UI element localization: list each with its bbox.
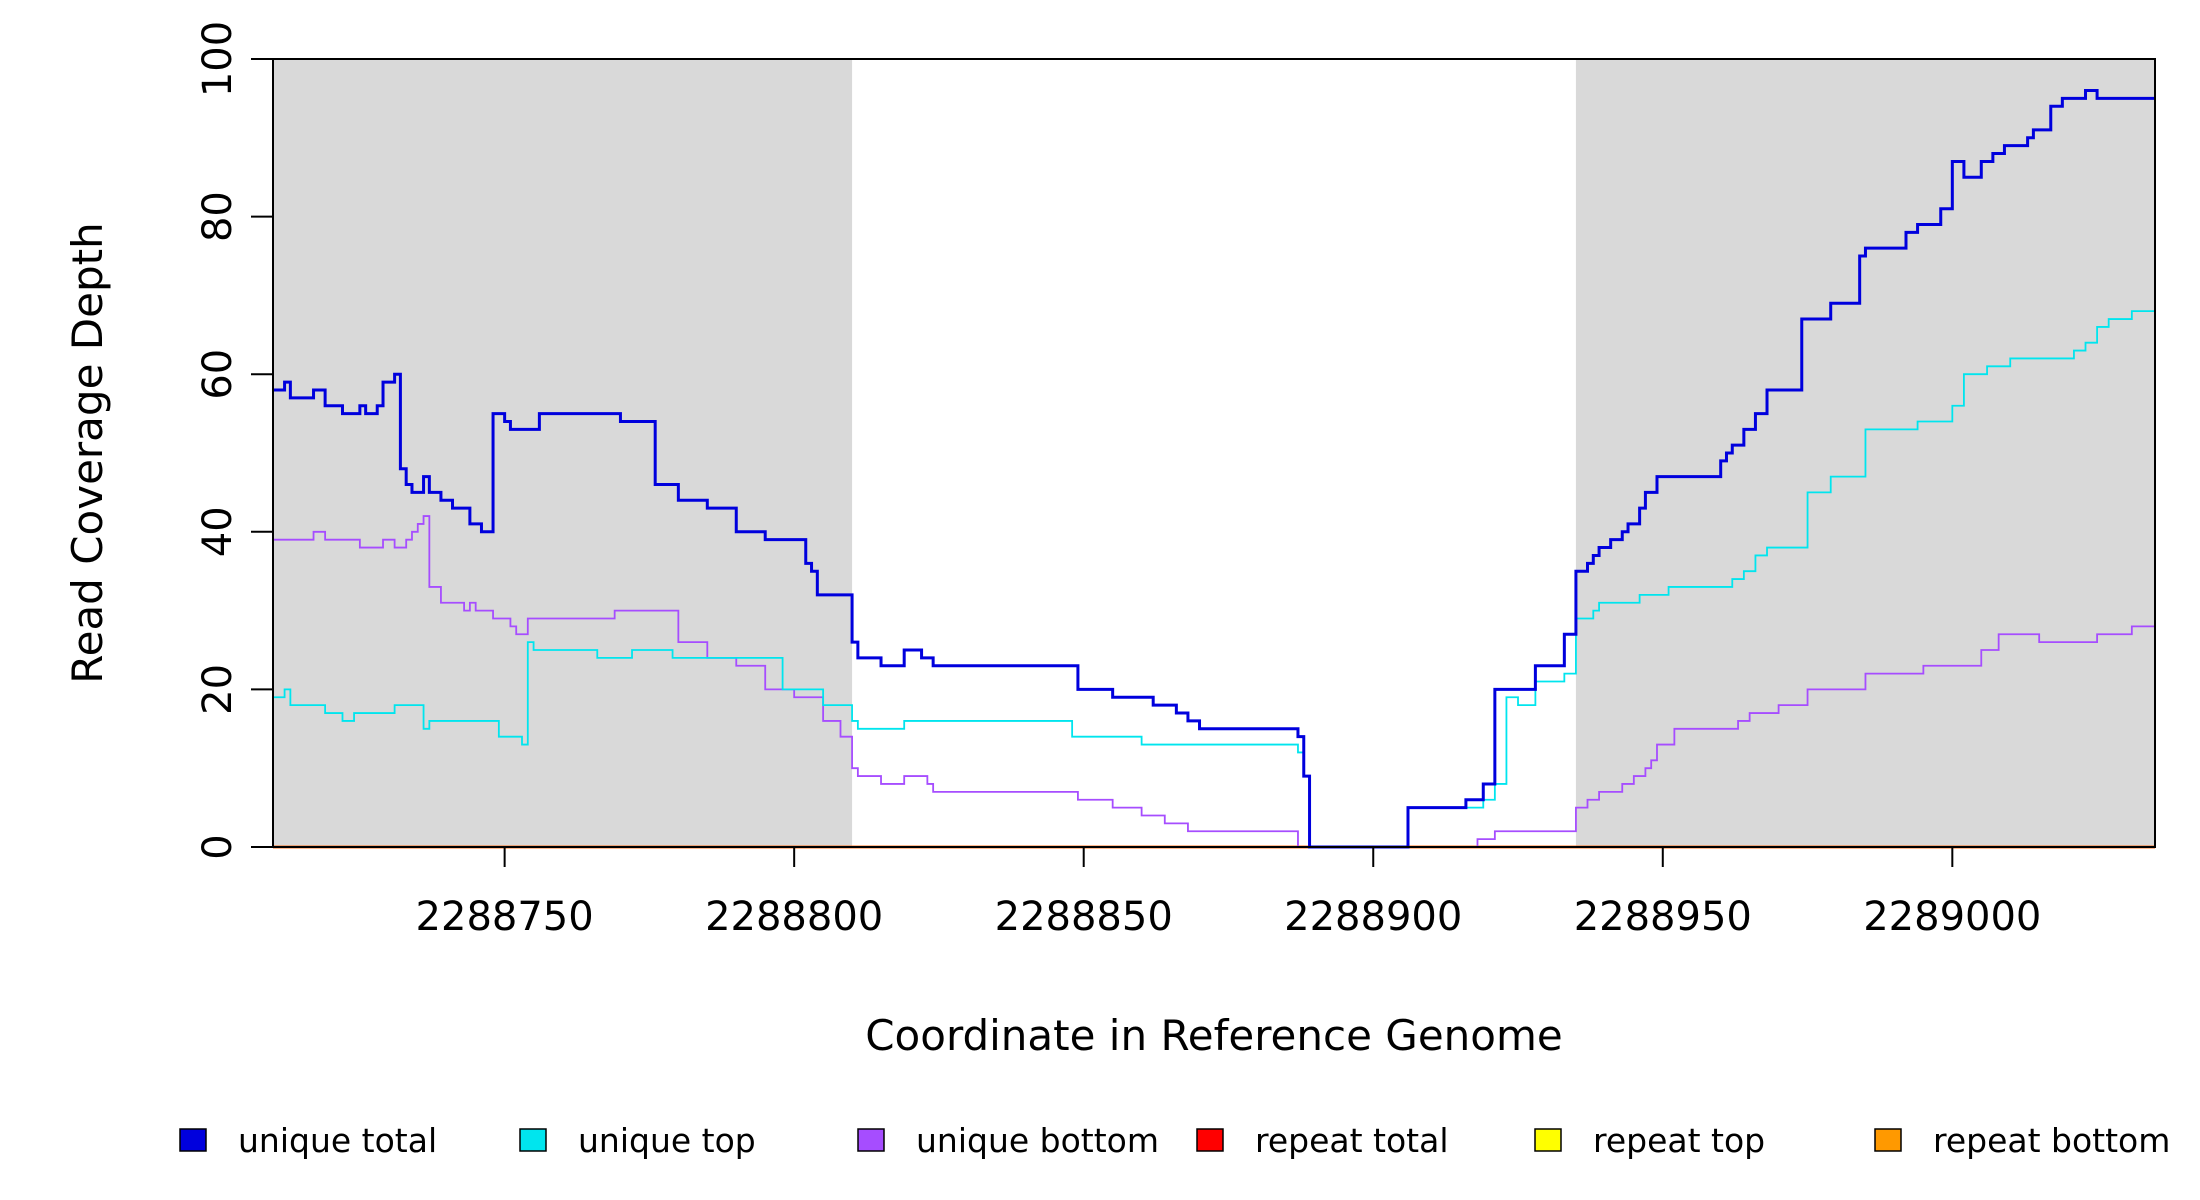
legend-swatch	[1874, 1128, 1902, 1152]
legend-swatch	[1534, 1128, 1562, 1152]
y-tick-label: 40	[195, 506, 241, 557]
series-line-unique-top	[273, 310, 2155, 848]
y-tick-label: 20	[195, 664, 241, 715]
x-tick-label: 2288950	[1574, 894, 1752, 940]
legend-item-unique-total: unique total	[179, 1121, 437, 1160]
legend: unique total unique top unique bottom repea…	[179, 1121, 2170, 1160]
legend-swatch	[857, 1128, 885, 1152]
y-tick-label: 80	[195, 191, 241, 242]
legend-label: unique top	[578, 1121, 756, 1160]
legend-item-repeat-top: repeat top	[1534, 1121, 1765, 1160]
y-tick-label: 100	[195, 21, 241, 97]
x-tick-label: 2288800	[705, 894, 883, 940]
x-axis: 2288750 2288800 2288850 2288900 2288950 22890…	[416, 847, 2041, 940]
series-line-unique-total	[273, 89, 2155, 849]
y-axis: 0 20 40 60 80 100	[195, 21, 273, 860]
x-tick-label: 2288750	[416, 894, 594, 940]
legend-item-repeat-total: repeat total	[1196, 1121, 1449, 1160]
x-tick-label: 2288900	[1284, 894, 1462, 940]
plot-frame	[272, 58, 2156, 848]
x-axis-title: Coordinate in Reference Genome	[865, 1011, 1563, 1060]
shaded-region-1	[273, 59, 853, 847]
y-axis-title: Read Coverage Depth	[63, 222, 112, 683]
legend-swatch	[519, 1128, 547, 1152]
legend-label: repeat bottom	[1933, 1121, 2170, 1160]
y-tick-label: 60	[195, 349, 241, 400]
legend-item-unique-top: unique top	[519, 1121, 756, 1160]
legend-swatch	[1196, 1128, 1224, 1152]
y-tick-label: 0	[195, 834, 241, 859]
x-tick-label: 2288850	[995, 894, 1173, 940]
legend-label: unique total	[238, 1121, 437, 1160]
legend-label: repeat top	[1593, 1121, 1765, 1160]
x-tick-label: 2289000	[1863, 894, 2041, 940]
legend-label: unique bottom	[916, 1121, 1159, 1160]
legend-item-unique-bottom: unique bottom	[857, 1121, 1159, 1160]
legend-item-repeat-bottom: repeat bottom	[1874, 1121, 2170, 1160]
series-line-unique-bottom	[273, 515, 2156, 848]
legend-swatch	[179, 1128, 207, 1152]
legend-label: repeat total	[1255, 1121, 1449, 1160]
